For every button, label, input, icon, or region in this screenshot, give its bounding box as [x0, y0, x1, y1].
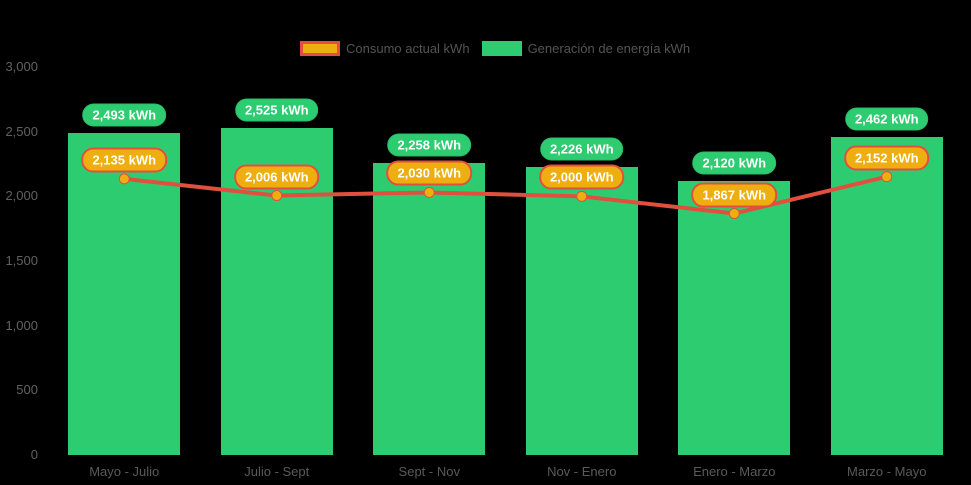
generation-bar[interactable] [373, 162, 486, 455]
generation-value-pill: 2,525 kWh [234, 98, 319, 122]
consumption-value-pill: 2,000 kWh [538, 164, 625, 190]
consumption-value-pill: 2,135 kWh [81, 147, 168, 173]
consumption-value-pill: 1,867 kWh [691, 182, 778, 208]
y-axis-label: 0 [30, 447, 38, 462]
line-series-swatch-icon [300, 41, 340, 56]
consumption-point[interactable] [118, 173, 130, 185]
generation-bar[interactable] [525, 167, 638, 455]
legend-label-consumo: Consumo actual kWh [346, 41, 470, 56]
consumption-point[interactable] [271, 190, 283, 202]
consumption-value-pill: 2,030 kWh [386, 160, 473, 186]
consumption-point[interactable] [576, 190, 588, 202]
y-axis-label: 2,000 [5, 188, 38, 204]
consumption-point[interactable] [728, 208, 740, 220]
generation-value-pill: 2,462 kWh [844, 107, 929, 131]
y-axis-label: 1,000 [5, 317, 38, 333]
legend-item-consumo-actual[interactable]: Consumo actual kWh [300, 41, 470, 56]
y-axis-label: 500 [16, 382, 38, 398]
x-axis-label: Enero - Marzo [693, 464, 776, 479]
bar-series-swatch-icon [481, 41, 522, 56]
generation-value-pill: 2,493 kWh [82, 103, 167, 127]
x-axis-label: Mayo - Julio [89, 464, 160, 479]
legend-item-generacion-energia[interactable]: Generación de energía kWh [481, 41, 691, 56]
generation-value-pill: 2,258 kWh [387, 133, 472, 157]
consumption-point[interactable] [423, 186, 435, 198]
generation-value-pill: 2,226 kWh [539, 137, 624, 161]
y-axis-label: 2,500 [5, 123, 38, 139]
y-axis-label: 3,000 [5, 59, 38, 74]
x-axis-label: Marzo - Mayo [847, 464, 927, 479]
x-axis-label: Nov - Enero [547, 464, 617, 479]
consumption-value-pill: 2,006 kWh [233, 164, 320, 190]
consumption-point[interactable] [881, 171, 893, 183]
x-axis-label: Sept - Nov [398, 464, 460, 479]
y-axis-label: 1,500 [5, 253, 38, 268]
generation-value-pill: 2,120 kWh [692, 151, 777, 175]
consumption-value-pill: 2,152 kWh [843, 145, 930, 171]
generation-bar[interactable] [830, 136, 943, 455]
generation-bar[interactable] [678, 180, 791, 455]
x-axis-label: Julio - Sept [244, 464, 310, 479]
legend-label-generacion: Generación de energía kWh [527, 41, 691, 56]
chart-legend: Consumo actual kWh Generación de energía… [300, 41, 690, 56]
